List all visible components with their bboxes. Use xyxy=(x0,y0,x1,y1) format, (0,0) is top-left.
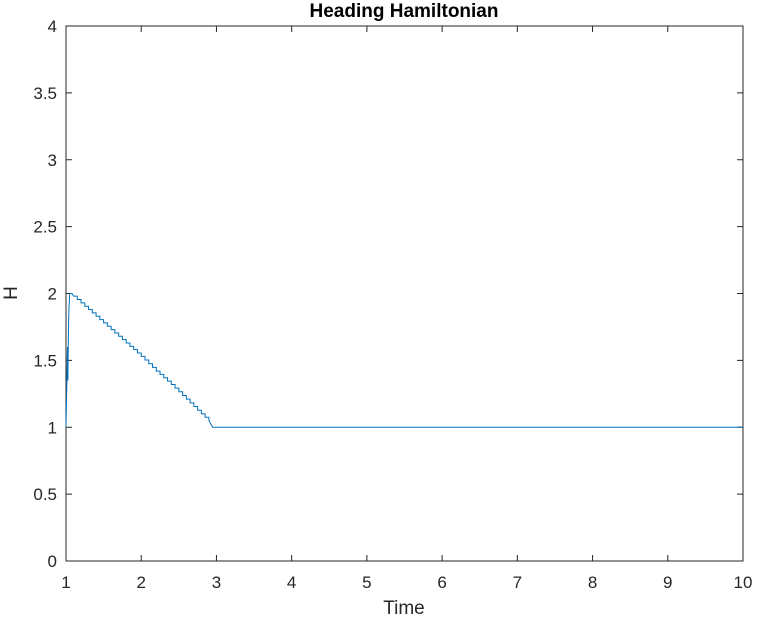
x-tick-label: 9 xyxy=(663,573,672,592)
x-tick-label: 8 xyxy=(588,573,597,592)
x-tick-label: 6 xyxy=(437,573,446,592)
y-tick-label: 1.5 xyxy=(33,351,57,370)
plot-area xyxy=(65,25,744,562)
y-tick-label: 4 xyxy=(48,17,57,36)
y-axis-label: H xyxy=(1,286,22,300)
x-tick-label: 2 xyxy=(136,573,145,592)
y-tick-label: 3.5 xyxy=(33,84,57,103)
y-axis: 0 0.5 1 1.5 2 2.5 3 3.5 4 xyxy=(33,17,743,571)
y-tick-label: 0 xyxy=(48,552,57,571)
axes-box xyxy=(65,25,744,562)
x-tick-label: 3 xyxy=(212,573,221,592)
x-axis-label: Time xyxy=(383,598,425,618)
x-tick-label: 10 xyxy=(734,573,753,592)
x-tick-label: 5 xyxy=(362,573,371,592)
x-tick-label: 4 xyxy=(287,573,296,592)
y-tick-label: 3 xyxy=(48,151,57,170)
y-tick-label: 2.5 xyxy=(33,218,57,237)
y-tick-label: 1 xyxy=(48,418,57,437)
x-tick-label: 7 xyxy=(513,573,522,592)
y-tick-label: 0.5 xyxy=(33,485,57,504)
series-line xyxy=(65,293,743,428)
x-axis: 1 2 3 4 5 6 7 8 9 10 xyxy=(61,26,752,592)
series-layer xyxy=(65,293,743,428)
chart-title: Heading Hamiltonian xyxy=(310,1,499,22)
x-tick-label: 1 xyxy=(61,573,70,592)
y-tick-label: 2 xyxy=(48,285,57,304)
